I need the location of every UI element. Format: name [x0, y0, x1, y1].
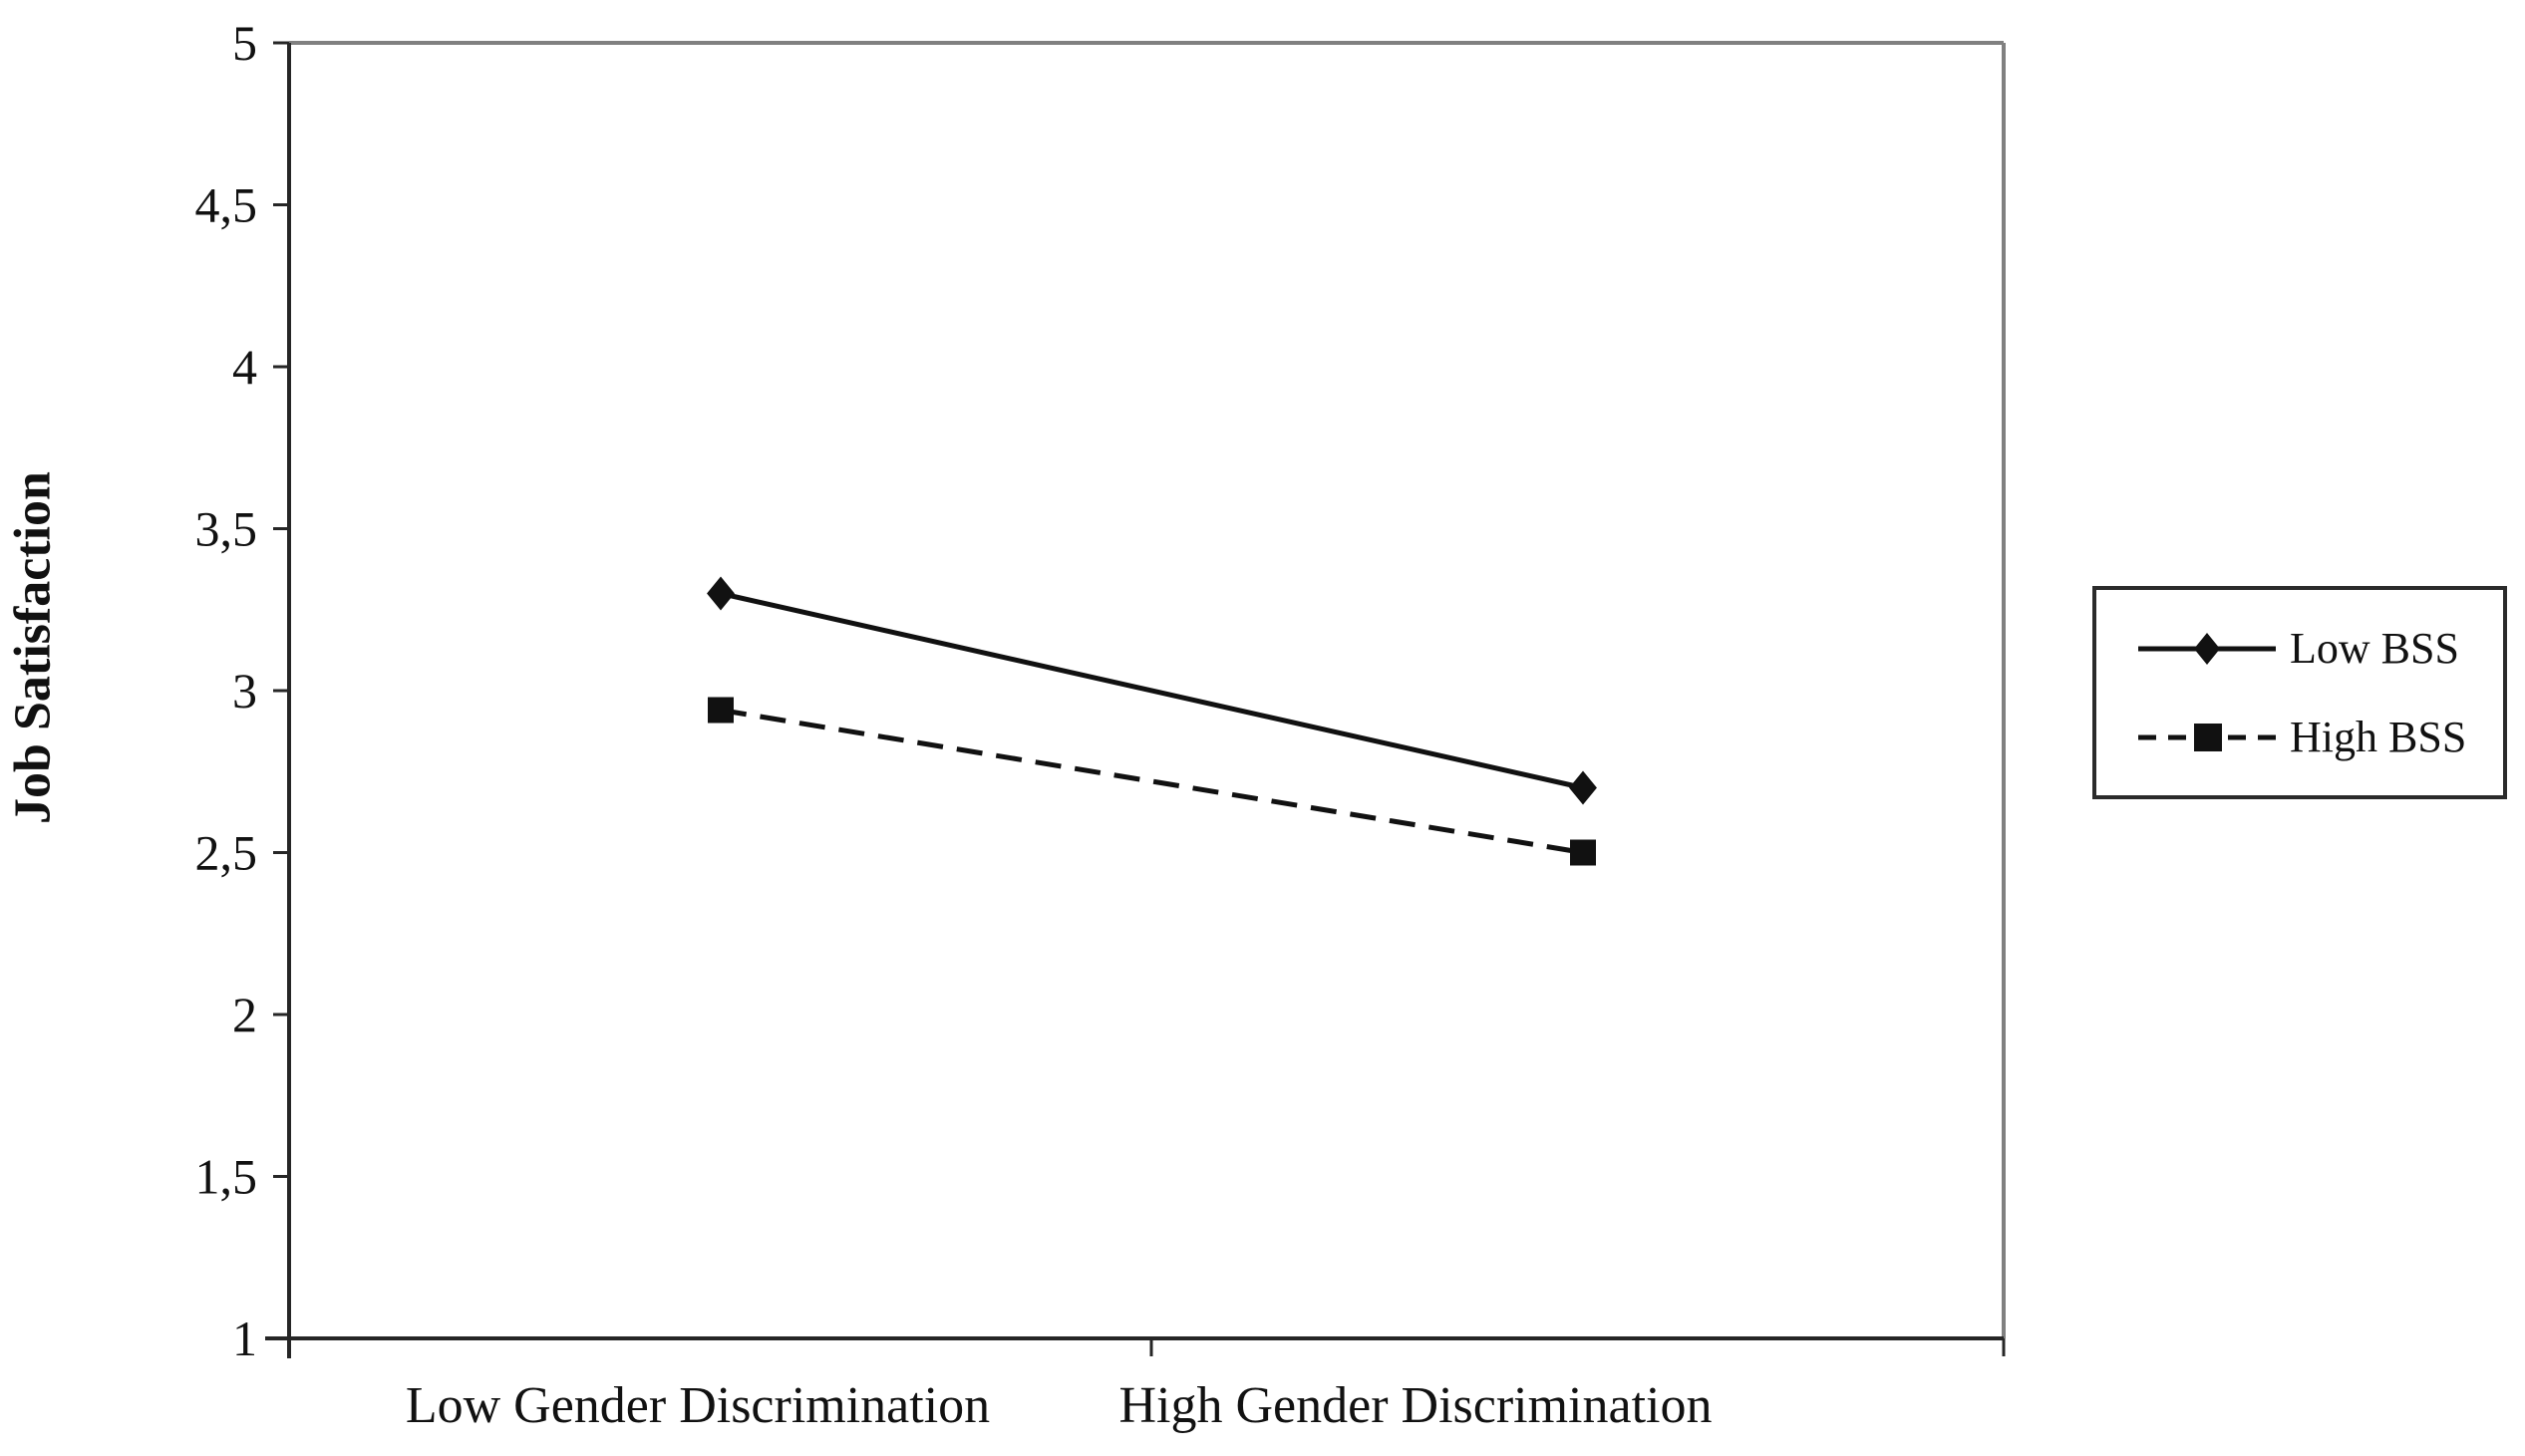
y-tick-label: 5 [232, 15, 257, 71]
series-high-bss-square-marker [1570, 839, 1596, 866]
legend-entry-high-bss: High BSS [2136, 712, 2495, 762]
series-line-high-bss [720, 708, 1584, 855]
legend-entry-low-bss: Low BSS [2136, 623, 2495, 674]
legend: Low BSS High BSS [2092, 586, 2507, 799]
legend-label-low-bss: Low BSS [2290, 624, 2459, 673]
series-low-bss-diamond-marker [1569, 770, 1597, 805]
legend-high-bss-line-sample-icon [2138, 723, 2276, 751]
legend-square-marker-icon [2194, 723, 2222, 751]
y-tick-label: 4 [232, 339, 257, 395]
y-tick-label: 3 [232, 663, 257, 719]
series-line-low-bss [720, 591, 1584, 790]
legend-label-high-bss: High BSS [2290, 713, 2467, 761]
series-low-bss-diamond-marker [707, 576, 735, 611]
y-tick-label: 2 [232, 987, 257, 1042]
y-tick-label: 4,5 [195, 177, 258, 233]
series-high-bss-square-marker [708, 697, 734, 724]
y-tick-label: 3,5 [195, 501, 258, 557]
x-category-label: High Gender Discrimination [1119, 1377, 1713, 1434]
legend-diamond-marker-icon [2194, 632, 2220, 665]
x-category-label: Low Gender Discrimination [406, 1377, 990, 1434]
y-tick-label: 1,5 [195, 1149, 258, 1205]
y-tick-label: 1 [232, 1310, 257, 1366]
legend-low-bss-line-sample-icon [2138, 632, 2276, 665]
y-tick-label: 2,5 [195, 825, 258, 881]
